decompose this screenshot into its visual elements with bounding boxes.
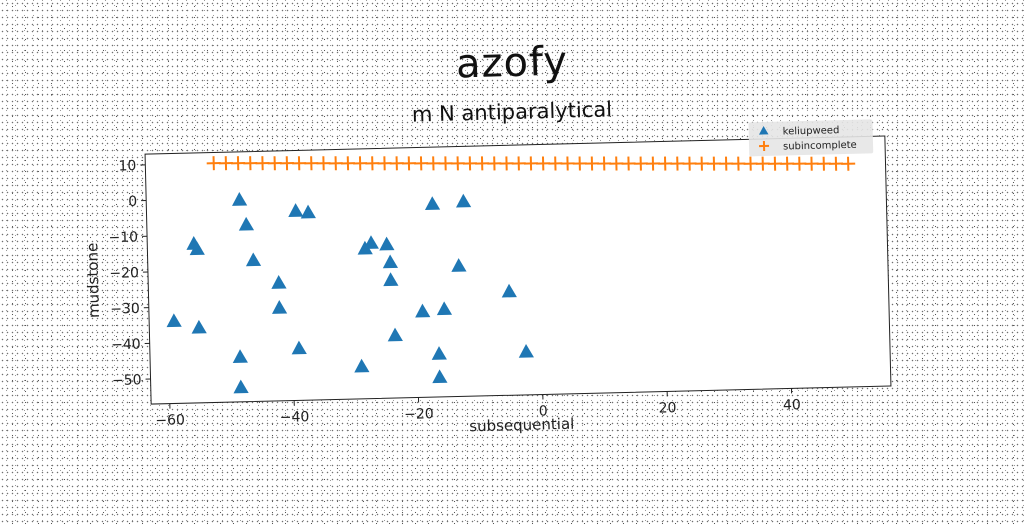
y-tick-label: 10 — [118, 158, 136, 174]
y-tick-label: 0 — [128, 194, 137, 210]
y-axis-label: mudstone — [83, 243, 103, 319]
x-tick-label: −40 — [280, 409, 310, 426]
y-tick-label: −40 — [111, 337, 141, 354]
x-tick-label: −20 — [404, 406, 434, 423]
legend-label-subincomplete: subincomplete — [783, 140, 857, 153]
y-tick-label: −30 — [110, 301, 140, 318]
y-tick-label: −10 — [108, 229, 138, 246]
y-tick-label: −20 — [109, 265, 139, 282]
plot-area — [145, 136, 891, 404]
x-axis-label: subsequential — [469, 415, 574, 436]
x-tick-label: 40 — [783, 397, 801, 413]
y-axis-ticks: 10 0 −10 −20 −30 −40 −50 — [107, 158, 151, 389]
y-tick-label: −50 — [112, 372, 142, 389]
legend: keliupweed subincomplete — [748, 119, 873, 156]
legend-label-keliupweed: keliupweed — [783, 125, 840, 137]
x-tick-label: −60 — [155, 412, 185, 429]
x-tick-label: 20 — [658, 400, 676, 416]
